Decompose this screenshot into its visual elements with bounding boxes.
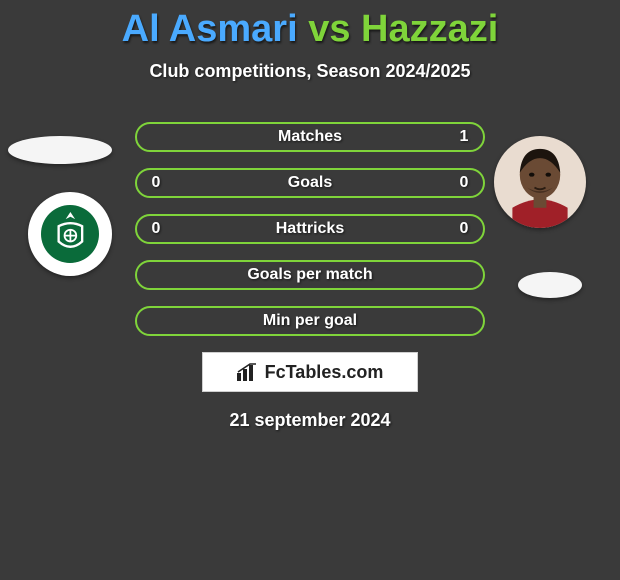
brand-text: FcTables.com bbox=[265, 362, 384, 383]
club-crest-wrap bbox=[28, 192, 112, 276]
stat-label: Matches bbox=[137, 128, 483, 146]
page-title: Al Asmari vs Hazzazi bbox=[0, 0, 620, 51]
player2-photo bbox=[494, 136, 586, 228]
title-vs: vs bbox=[298, 8, 361, 50]
brand-box: FcTables.com bbox=[202, 352, 418, 392]
stat-row-mpg: Min per goal bbox=[135, 306, 485, 336]
stat-row-matches: Matches 1 bbox=[135, 122, 485, 152]
player1-club-badge bbox=[28, 192, 112, 276]
stat-right: 0 bbox=[457, 174, 471, 192]
stat-label: Goals bbox=[137, 174, 483, 192]
player1-badge-ellipse bbox=[8, 136, 112, 164]
date-text: 21 september 2024 bbox=[0, 410, 620, 431]
stat-left: 0 bbox=[149, 174, 163, 192]
title-player2: Hazzazi bbox=[361, 8, 498, 50]
crest-svg bbox=[41, 205, 100, 264]
stat-row-hattricks: 0 Hattricks 0 bbox=[135, 214, 485, 244]
stat-row-gpm: Goals per match bbox=[135, 260, 485, 290]
bars-icon bbox=[237, 363, 259, 381]
stat-label: Hattricks bbox=[137, 220, 483, 238]
face-svg bbox=[494, 136, 586, 228]
player2-badge-ellipse bbox=[518, 272, 582, 298]
subtitle: Club competitions, Season 2024/2025 bbox=[0, 61, 620, 82]
title-player1: Al Asmari bbox=[122, 8, 298, 50]
stat-right: 0 bbox=[457, 220, 471, 238]
stat-label: Goals per match bbox=[137, 266, 483, 284]
stat-row-goals: 0 Goals 0 bbox=[135, 168, 485, 198]
stat-left: 0 bbox=[149, 220, 163, 238]
stat-label: Min per goal bbox=[137, 312, 483, 330]
comparison-area: Matches 1 0 Goals 0 0 Hattricks 0 Goals … bbox=[0, 122, 620, 431]
stat-right: 1 bbox=[457, 128, 471, 146]
club-crest-icon bbox=[41, 205, 100, 264]
player-face-icon bbox=[494, 136, 586, 228]
stat-rows: Matches 1 0 Goals 0 0 Hattricks 0 Goals … bbox=[135, 122, 485, 336]
